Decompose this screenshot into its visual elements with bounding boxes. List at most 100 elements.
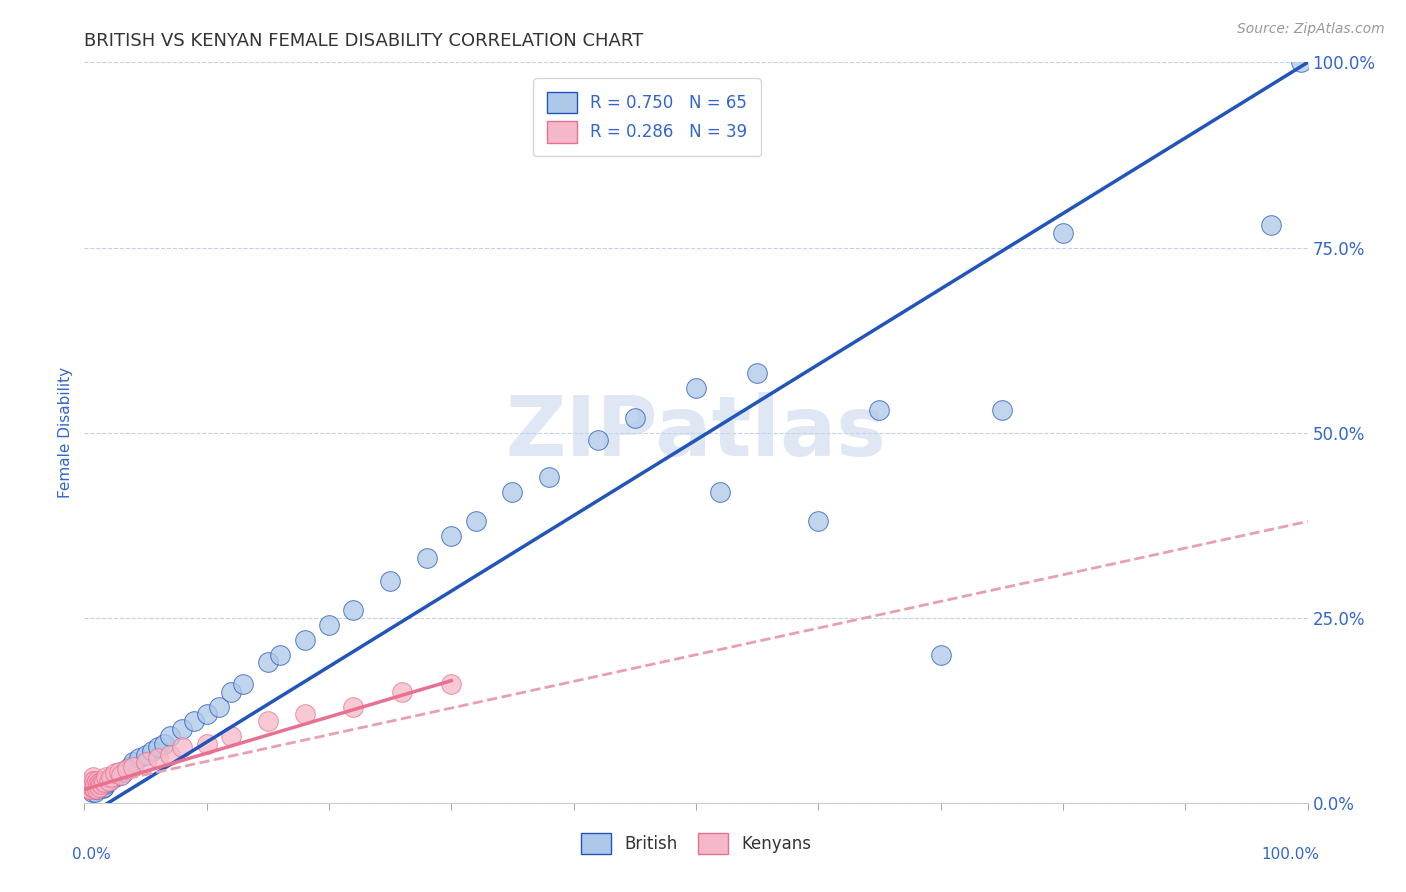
Point bbox=[135, 755, 157, 769]
Point bbox=[84, 780, 107, 794]
Point bbox=[416, 551, 439, 566]
Point bbox=[380, 574, 402, 588]
Point bbox=[991, 403, 1014, 417]
Point bbox=[90, 780, 112, 794]
Text: 100.0%: 100.0% bbox=[1261, 847, 1320, 863]
Point bbox=[83, 773, 105, 788]
Point bbox=[82, 773, 104, 788]
Point bbox=[120, 758, 142, 772]
Point bbox=[807, 515, 830, 529]
Point bbox=[83, 777, 105, 791]
Point bbox=[82, 780, 104, 795]
Point bbox=[96, 775, 118, 789]
Point bbox=[538, 470, 561, 484]
Y-axis label: Female Disability: Female Disability bbox=[58, 367, 73, 499]
Point bbox=[80, 777, 103, 791]
Point bbox=[685, 381, 707, 395]
Point bbox=[83, 782, 105, 797]
Point bbox=[624, 410, 647, 425]
Point bbox=[502, 484, 524, 499]
Point bbox=[100, 772, 122, 786]
Point bbox=[159, 747, 181, 762]
Point bbox=[122, 755, 145, 769]
Point bbox=[82, 770, 104, 784]
Point bbox=[87, 780, 110, 794]
Point bbox=[464, 515, 486, 529]
Point bbox=[115, 763, 138, 777]
Point bbox=[183, 714, 205, 729]
Point bbox=[342, 603, 364, 617]
Point bbox=[219, 685, 242, 699]
Point bbox=[93, 775, 115, 789]
Point bbox=[1052, 226, 1074, 240]
Point bbox=[89, 775, 111, 789]
Point bbox=[90, 777, 112, 791]
Point bbox=[112, 764, 135, 779]
Text: Source: ZipAtlas.com: Source: ZipAtlas.com bbox=[1237, 22, 1385, 37]
Point bbox=[1260, 219, 1282, 233]
Point bbox=[153, 737, 176, 751]
Point bbox=[77, 780, 100, 795]
Point bbox=[294, 632, 316, 647]
Point bbox=[86, 777, 108, 791]
Point bbox=[97, 773, 120, 788]
Point bbox=[146, 751, 169, 765]
Point bbox=[110, 767, 132, 781]
Point bbox=[86, 782, 108, 797]
Point bbox=[87, 777, 110, 791]
Point bbox=[391, 685, 413, 699]
Point bbox=[141, 744, 163, 758]
Point bbox=[80, 780, 103, 794]
Point bbox=[104, 770, 127, 784]
Point bbox=[86, 782, 108, 797]
Point bbox=[318, 618, 340, 632]
Point bbox=[747, 367, 769, 381]
Point bbox=[107, 764, 129, 779]
Point bbox=[83, 780, 105, 795]
Point bbox=[115, 763, 138, 777]
Point bbox=[82, 777, 104, 791]
Point bbox=[128, 751, 150, 765]
Point bbox=[107, 766, 129, 780]
Point bbox=[100, 770, 122, 784]
Point bbox=[84, 777, 107, 791]
Point bbox=[122, 760, 145, 774]
Point bbox=[257, 714, 280, 729]
Point bbox=[89, 777, 111, 791]
Point bbox=[77, 780, 100, 795]
Point bbox=[929, 648, 952, 662]
Point bbox=[257, 655, 280, 669]
Point bbox=[93, 780, 115, 794]
Point bbox=[91, 777, 114, 791]
Point bbox=[91, 780, 114, 795]
Point bbox=[172, 740, 194, 755]
Point bbox=[87, 780, 110, 794]
Point bbox=[208, 699, 231, 714]
Point bbox=[86, 773, 108, 788]
Point bbox=[232, 677, 254, 691]
Point bbox=[77, 777, 100, 791]
Point bbox=[440, 677, 463, 691]
Point bbox=[269, 648, 291, 662]
Point bbox=[219, 729, 242, 743]
Point bbox=[80, 773, 103, 788]
Point bbox=[94, 777, 117, 791]
Point bbox=[146, 740, 169, 755]
Point bbox=[342, 699, 364, 714]
Point bbox=[440, 529, 463, 543]
Point bbox=[586, 433, 609, 447]
Point bbox=[135, 747, 157, 762]
Point bbox=[172, 722, 194, 736]
Point bbox=[159, 729, 181, 743]
Point bbox=[91, 773, 114, 788]
Point bbox=[709, 484, 731, 499]
Point bbox=[195, 737, 218, 751]
Point bbox=[77, 782, 100, 797]
Point bbox=[84, 785, 107, 799]
Text: ZIPatlas: ZIPatlas bbox=[506, 392, 886, 473]
Point bbox=[87, 780, 110, 795]
Legend: British, Kenyans: British, Kenyans bbox=[574, 826, 818, 861]
Point bbox=[1291, 55, 1313, 70]
Point bbox=[96, 770, 118, 784]
Point bbox=[79, 775, 101, 789]
